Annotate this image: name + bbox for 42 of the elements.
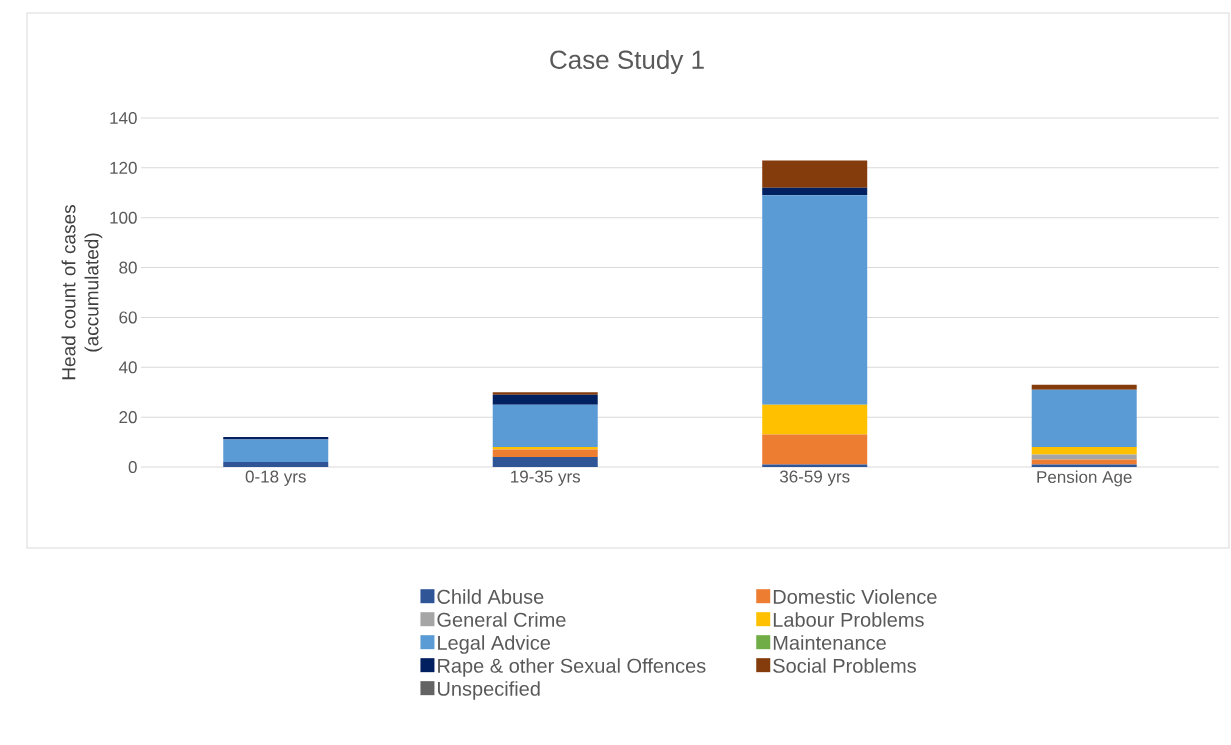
chart-title: Case Study 1 xyxy=(550,49,704,75)
y-axis-title: Head count of cases (accumulated) xyxy=(61,205,103,380)
y-tick-label: 20 xyxy=(119,411,137,424)
y-tick-label: 0 xyxy=(128,460,137,474)
bar xyxy=(762,195,868,405)
legend-label: Domestic Violence xyxy=(773,589,937,604)
bar xyxy=(1031,389,1137,448)
bar xyxy=(223,462,329,467)
legend-label: Unspecified xyxy=(437,681,540,700)
bar xyxy=(492,449,598,458)
bar xyxy=(223,437,329,440)
y-tick-label: 120 xyxy=(110,161,137,174)
x-tick-label: Pension Age xyxy=(1037,470,1132,487)
bar xyxy=(492,404,598,448)
legend-label: General Crime xyxy=(437,612,566,627)
bar xyxy=(492,447,598,450)
y-tick-label: 100 xyxy=(110,211,137,224)
bar xyxy=(492,392,598,395)
x-tick-label: 0-18 yrs xyxy=(245,470,306,486)
bar xyxy=(223,439,329,463)
legend-label: Maintenance xyxy=(773,635,886,650)
y-tick-label: 80 xyxy=(119,261,137,274)
y-tick-label: 60 xyxy=(119,311,137,324)
bar xyxy=(492,394,598,405)
bar xyxy=(762,434,868,465)
bar xyxy=(492,457,598,467)
legend-label: Labour Problems xyxy=(773,612,924,627)
legend-label: Social Problems xyxy=(773,658,916,673)
legend-label: Rape & other Sexual Offences xyxy=(438,658,706,677)
bar xyxy=(1031,447,1137,455)
x-tick-label: 36-59 yrs xyxy=(779,470,850,486)
bar xyxy=(762,187,868,196)
legend-label: Legal Advice xyxy=(438,635,551,654)
y-tick-label: 140 xyxy=(110,111,137,125)
bar xyxy=(1031,384,1137,390)
bar xyxy=(762,404,868,435)
legend-label: Child Abuse xyxy=(437,589,544,604)
bar xyxy=(762,160,868,188)
bar xyxy=(1031,454,1137,460)
y-tick-label: 40 xyxy=(118,361,137,374)
x-tick-label: 19-35 yrs xyxy=(511,470,581,486)
bar xyxy=(1031,459,1137,465)
